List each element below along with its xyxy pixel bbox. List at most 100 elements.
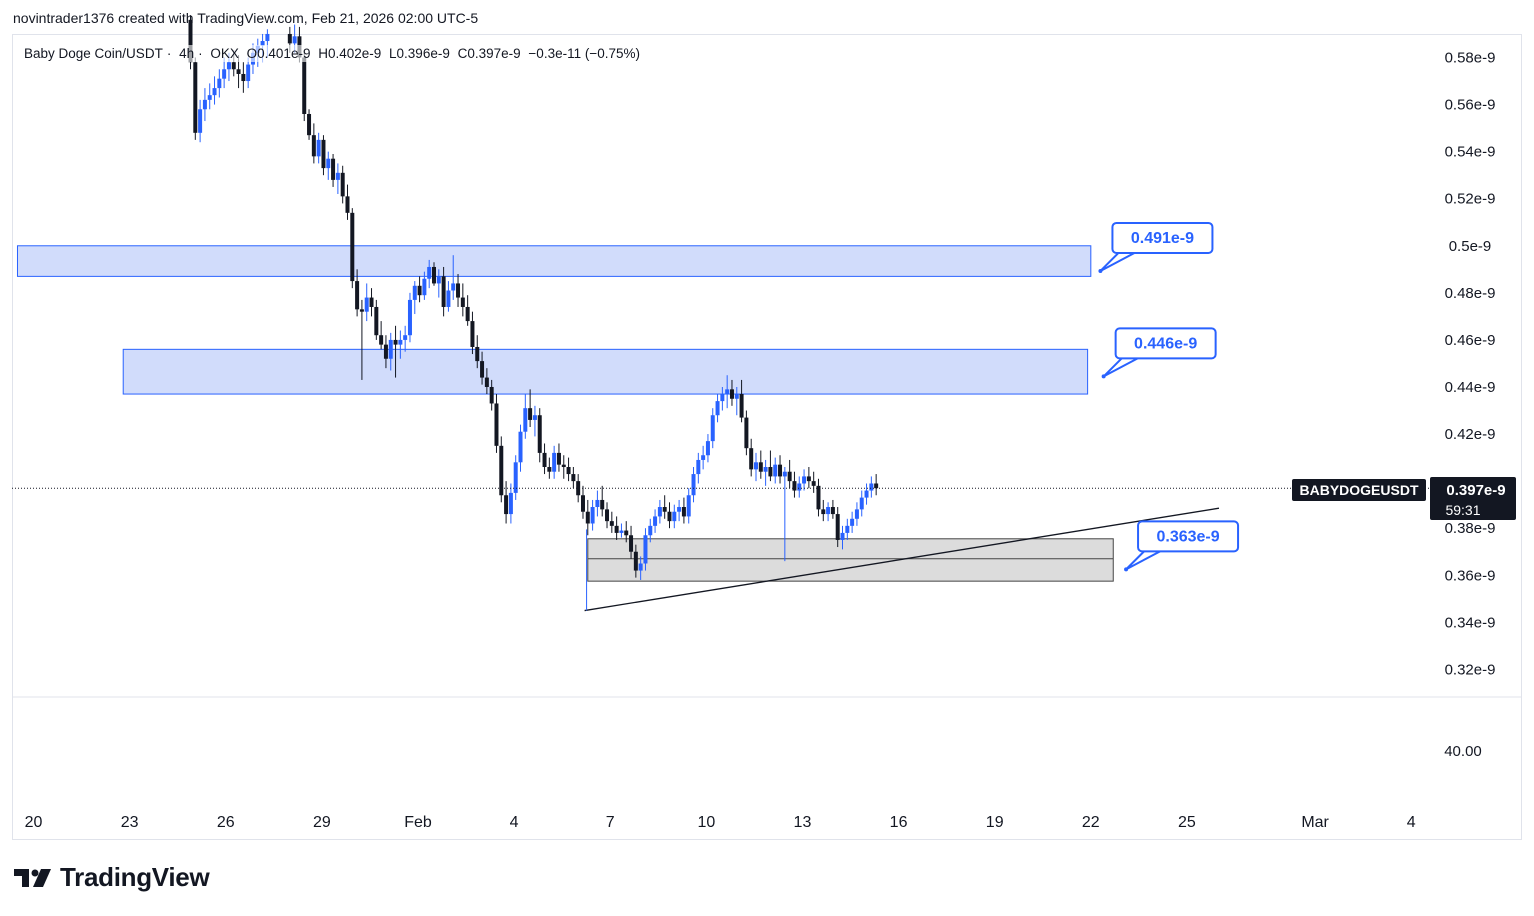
candle-body	[193, 62, 198, 133]
price-tick-label: 0.58e-9	[1445, 50, 1496, 67]
candle-body	[576, 481, 581, 496]
candle-body	[369, 297, 374, 307]
ohlc-legend: Baby Doge Coin/USDT · 4h · OKX O0.401e-9 H…	[22, 45, 646, 62]
legend-change: −0.3e-11 (−0.75%)	[528, 46, 640, 61]
candle-body	[739, 394, 744, 418]
candle-body	[207, 95, 212, 100]
price-tick-label: 0.42e-9	[1445, 426, 1496, 443]
candle-body	[821, 509, 826, 515]
time-tick-label: 4	[1407, 814, 1416, 831]
price-tags-layer: BABYDOGEUSDT 0.397e-9 59:31	[1292, 477, 1516, 520]
candle-body	[619, 530, 624, 533]
candle-body	[480, 361, 485, 378]
time-tick-label: 4	[510, 814, 519, 831]
ascending-trendline	[584, 507, 1220, 612]
candle-body	[513, 462, 518, 493]
candle-body	[816, 485, 821, 510]
candle-body	[830, 507, 835, 515]
symbol-tag-label: BABYDOGEUSDT	[1299, 482, 1418, 498]
time-tick-label: 16	[890, 814, 908, 831]
symbol-tag-bg	[1292, 479, 1426, 501]
candle-body	[624, 530, 629, 536]
candle-body	[609, 521, 614, 526]
candle-body	[580, 495, 585, 512]
price-tick-label: 0.44e-9	[1445, 379, 1496, 396]
candle-body	[691, 474, 696, 496]
candle-body	[605, 509, 610, 522]
candle-body	[432, 266, 436, 284]
legend-low: L0.396e-9	[389, 46, 450, 61]
candle-body	[198, 109, 203, 133]
candle-body	[508, 492, 513, 515]
price-tick-label: 0.36e-9	[1445, 567, 1496, 584]
candle-body	[629, 535, 634, 552]
candle-body	[292, 36, 297, 44]
candle-body	[749, 448, 754, 470]
candle-body	[499, 445, 504, 496]
candle-body	[260, 41, 265, 46]
zones-layer	[16, 245, 1114, 582]
candle-body	[840, 532, 845, 540]
candle-body	[307, 113, 312, 136]
candle-body	[475, 346, 480, 362]
candle-body	[393, 339, 398, 345]
candle-body	[489, 386, 494, 404]
price-tick-label: 0.46e-9	[1445, 332, 1496, 349]
candle-body	[379, 335, 384, 345]
price-tick-label: 0.34e-9	[1445, 614, 1496, 631]
zone-support	[587, 538, 1114, 582]
candle-body	[787, 471, 792, 482]
candle-body	[854, 509, 859, 519]
callouts-layer: 0.491e-9 0.446e-9 0.363e-9	[1098, 221, 1240, 572]
callout-anchor-dot	[1098, 268, 1103, 273]
candle-body	[374, 306, 379, 336]
legend-symbol[interactable]: Baby Doge Coin/USDT	[24, 46, 163, 61]
candle-body	[734, 394, 739, 399]
callout-label: 0.491e-9	[1131, 230, 1194, 247]
tradingview-logo-icon	[14, 868, 51, 887]
candle-body	[792, 481, 797, 491]
price-tick-label: 0.52e-9	[1445, 191, 1496, 208]
candle-body	[835, 514, 840, 540]
candle-body	[845, 525, 850, 533]
candle-body	[705, 441, 710, 456]
price-tick-label: 0.54e-9	[1445, 144, 1496, 161]
time-tick-label: 10	[697, 814, 715, 831]
callout-label: 0.363e-9	[1156, 528, 1219, 545]
candle-body	[653, 516, 658, 526]
legend-interval[interactable]: 4h	[179, 46, 195, 61]
candle-body	[614, 525, 619, 533]
trendline-layer	[584, 507, 1220, 612]
price-tick-label: 0.48e-9	[1445, 285, 1496, 302]
candle-body	[778, 464, 783, 477]
price-tag-value: 0.397e-9	[1446, 482, 1505, 499]
candle-body	[316, 139, 321, 157]
lower-pane-tick-label: 40.00	[1444, 743, 1482, 760]
candle-body	[331, 158, 336, 180]
candle-body	[412, 285, 417, 300]
candle-body	[345, 196, 350, 213]
candle-body	[217, 78, 222, 89]
candle-body	[460, 297, 465, 307]
candle-body	[523, 408, 528, 432]
tradingview-logo[interactable]: TradingView	[14, 862, 210, 893]
candle-body	[859, 497, 864, 510]
callout-anchor-dot	[1101, 374, 1106, 379]
candle-body	[422, 278, 427, 296]
attribution-header: novintrader1376 created with TradingView…	[13, 10, 479, 26]
candle-body	[302, 57, 307, 114]
candle-body	[340, 172, 345, 197]
candle-body	[662, 507, 667, 512]
candle-body	[585, 511, 590, 524]
price-tag-bg	[1430, 477, 1516, 520]
candle-body	[383, 344, 388, 359]
candle-body	[826, 507, 831, 515]
time-tick-label: 22	[1082, 814, 1100, 831]
candle-body	[494, 403, 499, 446]
legend-open: O0.401e-9	[246, 46, 311, 61]
candle-body	[600, 499, 605, 510]
candle-body	[542, 452, 547, 468]
candle-body	[355, 281, 360, 310]
candle-body	[226, 62, 231, 70]
